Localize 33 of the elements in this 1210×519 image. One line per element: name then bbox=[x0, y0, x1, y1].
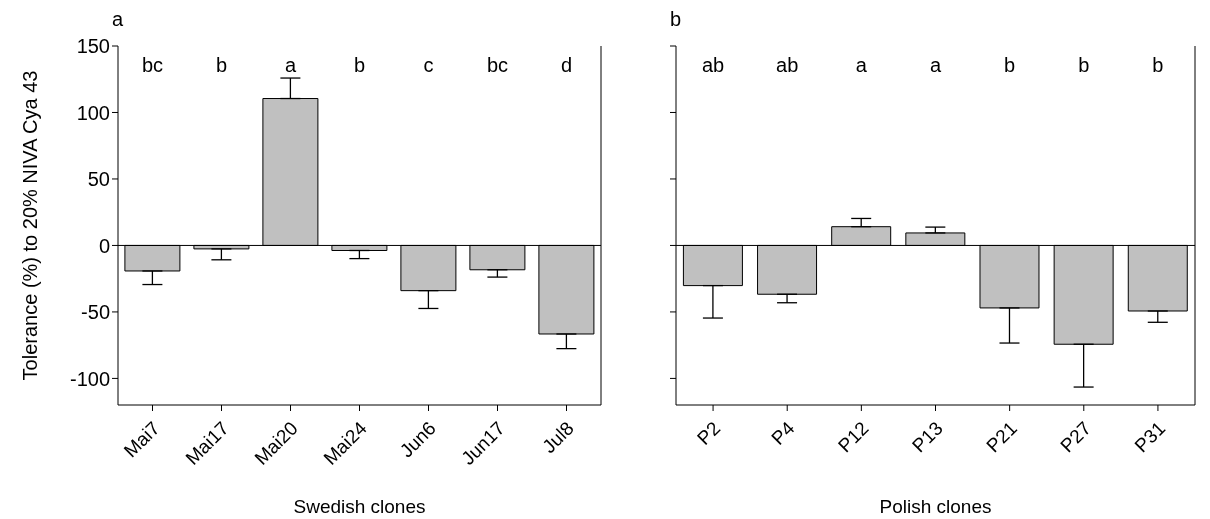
x-tick-label: P2 bbox=[693, 417, 725, 449]
annotation: a bbox=[284, 54, 297, 77]
x-tick-label: P31 bbox=[1130, 417, 1170, 457]
annotation: ab bbox=[701, 54, 725, 77]
annotation: ab bbox=[776, 54, 799, 77]
annotation: bc bbox=[141, 54, 164, 77]
x-axis-title: Swedish clones bbox=[293, 496, 426, 517]
x-tick-label: P13 bbox=[908, 417, 947, 457]
annotation: b bbox=[215, 54, 228, 77]
x-tick-label: P12 bbox=[833, 417, 873, 457]
y-tick-label: -50 bbox=[81, 301, 110, 324]
y-tick-label: 0 bbox=[98, 234, 110, 257]
annotation: a bbox=[929, 54, 942, 77]
y-tick-label: 150 bbox=[76, 35, 110, 58]
x-axis-title: Polish clones bbox=[879, 496, 992, 517]
chart-title: a bbox=[112, 8, 124, 31]
annotation: b bbox=[1004, 54, 1016, 77]
annotation: a bbox=[855, 54, 868, 77]
y-tick-label: 100 bbox=[76, 101, 110, 124]
x-tick-label: P4 bbox=[767, 417, 799, 449]
y-tick-label: -100 bbox=[69, 367, 110, 390]
chart-title: b bbox=[670, 8, 682, 31]
annotation: d bbox=[560, 54, 573, 77]
annotation: b bbox=[1152, 54, 1164, 77]
y-axis-title: Tolerance (%) to 20% NIVA Cya 43 bbox=[19, 70, 42, 381]
x-tick-label: Jul8 bbox=[538, 417, 578, 457]
annotation: bc bbox=[486, 54, 509, 77]
annotation: b bbox=[353, 54, 366, 77]
x-tick-label: P21 bbox=[982, 417, 1021, 457]
annotation: b bbox=[1078, 54, 1090, 77]
y-tick-label: 50 bbox=[87, 168, 110, 191]
annotation: c bbox=[423, 54, 434, 77]
x-tick-label: P27 bbox=[1056, 417, 1096, 457]
